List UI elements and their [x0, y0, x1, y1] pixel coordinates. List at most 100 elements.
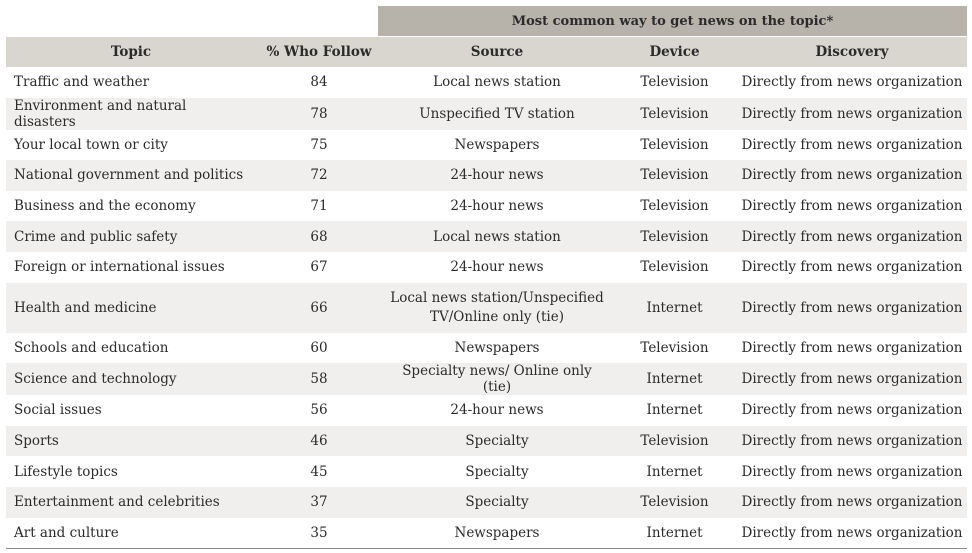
column-header-discovery: Discovery [737, 37, 967, 67]
table-row: Schools and education 60 Newspapers Televis… [6, 333, 967, 364]
cell-topic: Sports [6, 425, 256, 457]
cell-follow: 56 [310, 402, 328, 419]
cell-follow: 68 [256, 221, 382, 252]
cell-follow: 78 [256, 97, 382, 130]
table-row: Sports 46 Specialty Television Directly from… [6, 425, 967, 457]
cell-source: Unspecified TV station [382, 97, 612, 130]
cell-topic: Schools and education [14, 339, 169, 356]
cell-device: Television [612, 221, 737, 252]
cell-topic: Science and technology [6, 363, 256, 396]
cell-discovery: Directly from news organization [741, 198, 963, 215]
cell-device: Internet [646, 402, 703, 419]
table-row: Foreign or international issues 67 24-hour… [6, 252, 967, 283]
cell-follow: 58 [256, 363, 382, 396]
table-row: Art and culture 35 Newspapers Internet Direc… [6, 517, 967, 550]
cell-device: Internet [612, 363, 737, 396]
table-row: Traffic and weather 84 Local news station T… [6, 67, 967, 98]
cell-discovery: Directly from news organization [741, 402, 963, 419]
cell-follow: 46 [256, 425, 382, 457]
cell-device: Television [612, 160, 737, 191]
table-row: Environment and natural disasters 78 Unspe… [6, 97, 967, 130]
cell-topic: Art and culture [6, 517, 256, 550]
cell-source: Specialty [382, 425, 612, 457]
table-body: Traffic and weather 84 Local news station T… [6, 67, 967, 550]
cell-source: Local news station [433, 74, 561, 91]
table-row: Social issues 56 24-hour news Internet Direc… [6, 395, 967, 426]
cell-discovery: Directly from news organization [741, 74, 963, 91]
cell-follow: 75 [310, 136, 328, 153]
cell-follow: 71 [310, 198, 328, 215]
cell-topic: Crime and public safety [6, 221, 256, 252]
cell-topic: Health and medicine [6, 282, 256, 333]
cell-follow: 60 [310, 339, 328, 356]
table-row: Lifestyle topics 45 Specialty Internet Direc… [6, 456, 967, 487]
cell-topic: Foreign or international issues [14, 259, 225, 276]
cell-discovery: Directly from news organization [741, 339, 963, 356]
cell-discovery: Directly from news organization [737, 517, 967, 550]
cell-source: 24-hour news [450, 402, 544, 419]
cell-discovery: Directly from news organization [737, 486, 967, 518]
cell-discovery: Directly from news organization [737, 221, 967, 252]
cell-source: Specialty news/ Online only (tie) [382, 363, 612, 396]
cell-device: Television [640, 198, 709, 215]
cell-device: Television [612, 486, 737, 518]
cell-discovery: Directly from news organization [737, 97, 967, 130]
column-header-source: Source [382, 37, 612, 67]
cell-source: Newspapers [382, 517, 612, 550]
cell-device: Television [612, 97, 737, 130]
cell-follow: 35 [256, 517, 382, 550]
table-row: Your local town or city 75 Newspapers Telev… [6, 130, 967, 161]
cell-topic: Social issues [14, 402, 102, 419]
cell-source: Local news station/Unspecified TV/Online… [382, 282, 612, 333]
cell-source: Local news station [382, 221, 612, 252]
cell-discovery: Directly from news organization [741, 136, 963, 153]
cell-topic: Your local town or city [14, 136, 168, 153]
cell-topic: Lifestyle topics [14, 463, 118, 480]
cell-topic: Business and the economy [14, 198, 196, 215]
cell-device: Internet [646, 463, 703, 480]
cell-device: Television [640, 259, 709, 276]
cell-topic: National government and politics [6, 160, 256, 191]
cell-device: Television [640, 339, 709, 356]
cell-device: Television [612, 425, 737, 457]
cell-source: 24-hour news [450, 259, 544, 276]
cell-discovery: Directly from news organization [737, 363, 967, 396]
table-row: Health and medicine 66 Local news station/… [6, 282, 967, 333]
column-header-device: Device [612, 37, 737, 67]
cell-topic: Entertainment and celebrities [6, 486, 256, 518]
cell-follow: 84 [310, 74, 328, 91]
cell-source: Newspapers [454, 136, 540, 153]
table-row: Crime and public safety 68 Local news stat… [6, 221, 967, 252]
cell-discovery: Directly from news organization [737, 282, 967, 333]
cell-device: Television [640, 136, 709, 153]
news-topics-table: Topic % Who Follow Source Device Discove… [6, 37, 967, 550]
table-row: National government and politics 72 24-hou… [6, 160, 967, 191]
cell-discovery: Directly from news organization [737, 160, 967, 191]
cell-source: Specialty [382, 486, 612, 518]
table-row: Business and the economy 71 24-hour news Te… [6, 191, 967, 222]
cell-device: Television [640, 74, 709, 91]
table-row: Science and technology 58 Specialty news/ … [6, 363, 967, 396]
cell-source: 24-hour news [450, 198, 544, 215]
cell-follow: 72 [256, 160, 382, 191]
cell-follow: 67 [310, 259, 328, 276]
cell-source: Specialty [465, 463, 529, 480]
cell-topic: Environment and natural disasters [6, 97, 256, 130]
cell-discovery: Directly from news organization [741, 463, 963, 480]
cell-follow: 37 [256, 486, 382, 518]
table-row: Entertainment and celebrities 37 Specialty… [6, 486, 967, 518]
cell-topic: Traffic and weather [14, 74, 150, 91]
cell-source: Newspapers [454, 339, 540, 356]
column-header-topic: Topic [6, 37, 256, 67]
cell-source: 24-hour news [382, 160, 612, 191]
cell-discovery: Directly from news organization [737, 425, 967, 457]
group-header: Most common way to get news on the topic… [378, 6, 967, 36]
cell-follow: 66 [256, 282, 382, 333]
cell-device: Internet [612, 517, 737, 550]
cell-discovery: Directly from news organization [741, 259, 963, 276]
cell-follow: 45 [310, 463, 328, 480]
header-row: Topic % Who Follow Source Device Discove… [6, 37, 967, 67]
cell-device: Internet [612, 282, 737, 333]
column-header-follow: % Who Follow [256, 37, 382, 67]
